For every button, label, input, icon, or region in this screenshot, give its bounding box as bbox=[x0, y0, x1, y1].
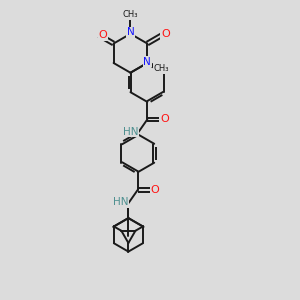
Text: HN: HN bbox=[113, 197, 129, 207]
Text: CH₃: CH₃ bbox=[154, 64, 169, 73]
Text: O: O bbox=[98, 30, 107, 40]
Text: N: N bbox=[143, 57, 151, 67]
Text: HN: HN bbox=[122, 127, 138, 136]
Text: O: O bbox=[161, 29, 170, 39]
Text: N: N bbox=[127, 28, 134, 38]
Text: CH₃: CH₃ bbox=[123, 11, 138, 20]
Text: O: O bbox=[160, 115, 169, 124]
Text: O: O bbox=[151, 185, 160, 195]
